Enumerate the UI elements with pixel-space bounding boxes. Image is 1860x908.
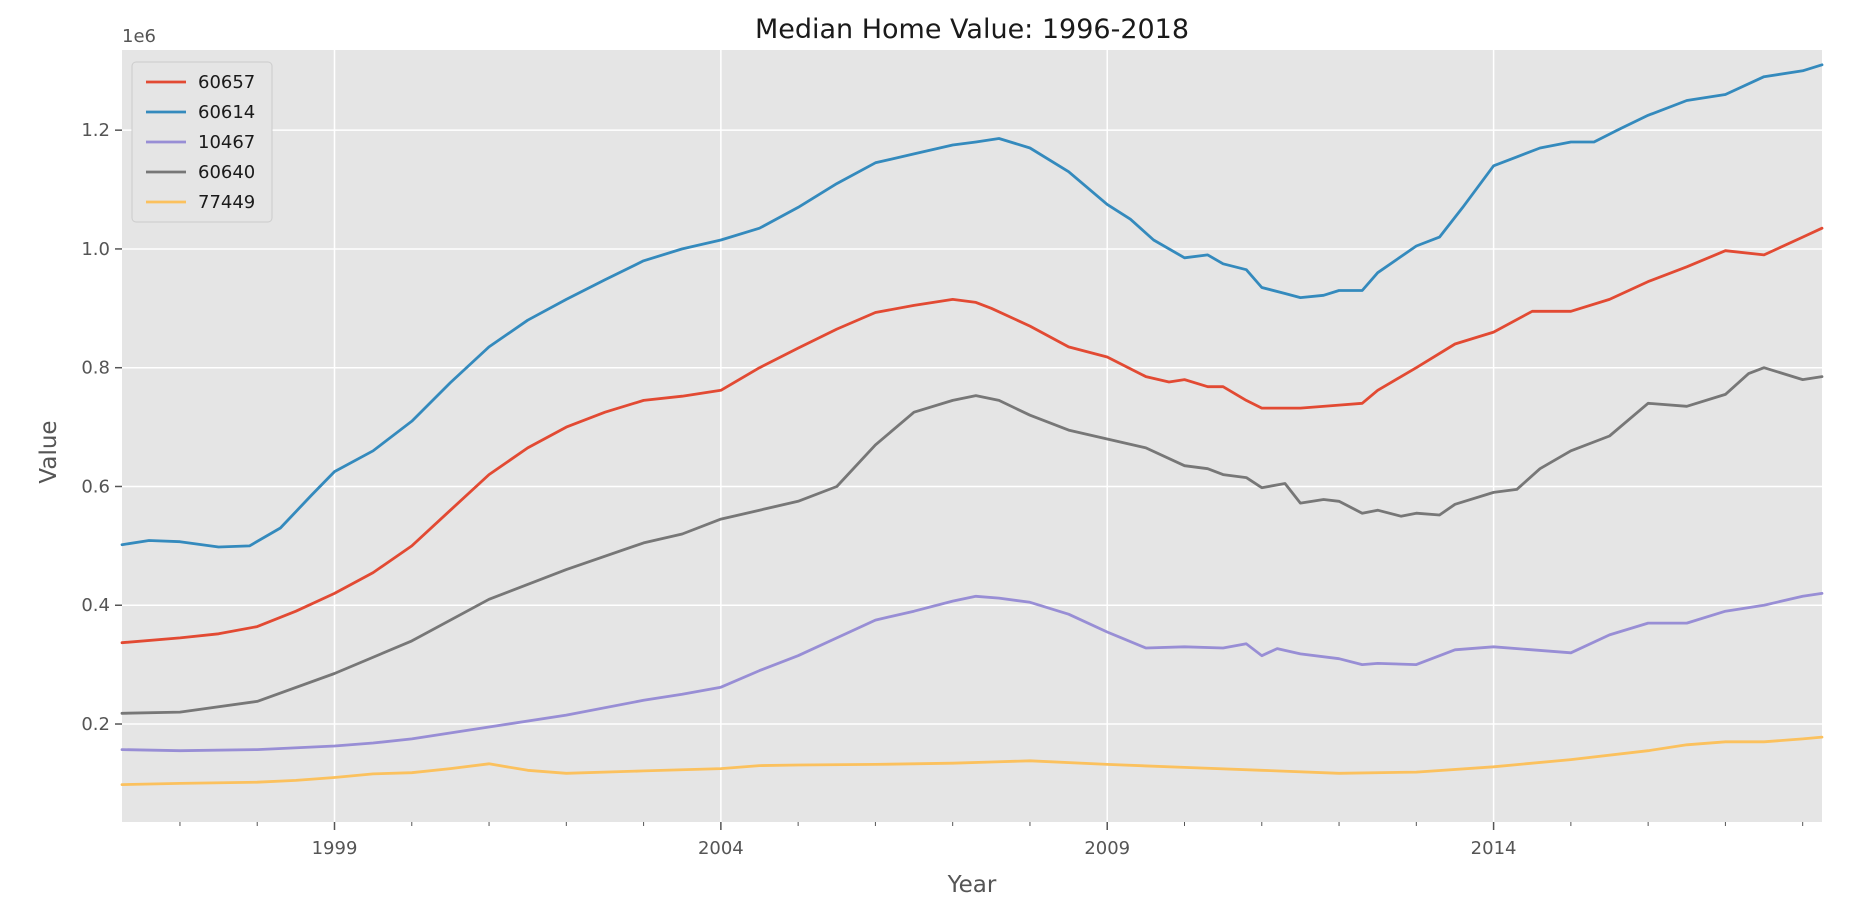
series-lines bbox=[120, 63, 1824, 786]
legend-label-60614: 60614 bbox=[198, 102, 255, 123]
series-line-60657 bbox=[120, 226, 1824, 645]
x-axis: 1999 2004 2009 2014 bbox=[179, 822, 1804, 859]
y-axis-label: Value bbox=[36, 420, 62, 483]
y-tick-label: 0.8 bbox=[81, 358, 110, 379]
grid bbox=[122, 50, 1822, 822]
series-line-60614 bbox=[120, 63, 1824, 549]
x-tick-label: 2014 bbox=[1471, 838, 1517, 859]
series-line-10467 bbox=[120, 592, 1824, 753]
chart-title: Median Home Value: 1996-2018 bbox=[755, 14, 1189, 45]
x-axis-label: Year bbox=[947, 872, 997, 898]
x-tick-label: 1999 bbox=[312, 838, 358, 859]
legend-label-60657: 60657 bbox=[198, 72, 255, 93]
y-tick-label: 0.4 bbox=[81, 595, 110, 616]
plot-area bbox=[122, 50, 1822, 822]
series-line-60640 bbox=[120, 366, 1824, 715]
x-tick-label: 2009 bbox=[1084, 838, 1130, 859]
legend-label-77449: 77449 bbox=[198, 192, 255, 213]
y-tick-label: 0.6 bbox=[81, 476, 110, 497]
y-tick-label: 1.2 bbox=[81, 120, 110, 141]
series-line-77449 bbox=[120, 735, 1824, 786]
y-tick-label: 1.0 bbox=[81, 239, 110, 260]
y-tick-label: 0.2 bbox=[81, 714, 110, 735]
legend: 60657 60614 10467 60640 77449 bbox=[131, 61, 273, 223]
legend-box bbox=[131, 61, 273, 223]
y-axis: 0.2 0.4 0.6 0.8 1.0 1.2 bbox=[81, 120, 122, 735]
legend-label-10467: 10467 bbox=[198, 132, 255, 153]
legend-label-60640: 60640 bbox=[198, 162, 255, 183]
y-scale-multiplier: 1e6 bbox=[122, 26, 156, 47]
x-tick-label: 2004 bbox=[698, 838, 744, 859]
